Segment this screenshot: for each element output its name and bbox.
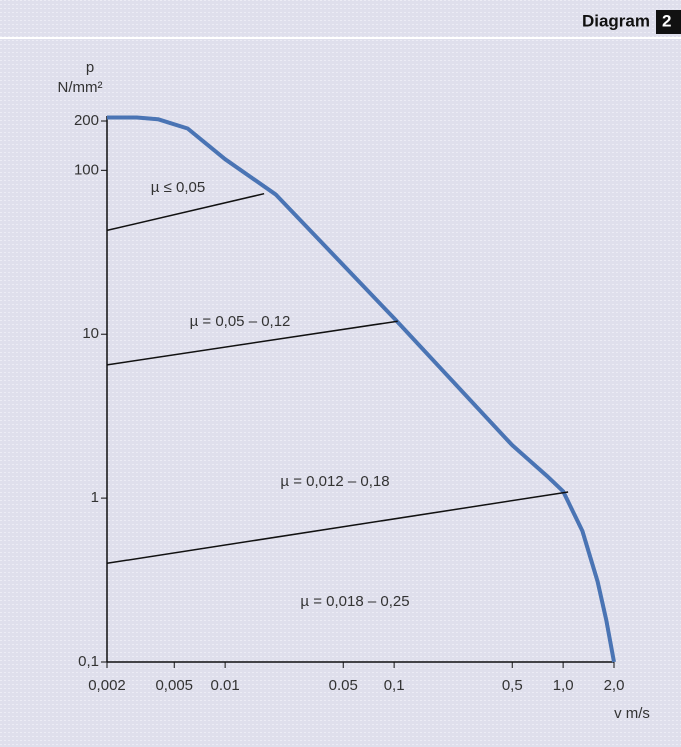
x-tick-label: 0,5 — [502, 677, 523, 694]
friction-line — [106, 192, 265, 232]
y-tick-label: 100 — [74, 161, 99, 178]
annotation: µ = 0,05 – 0,12 — [190, 313, 291, 330]
header-number: 2 — [662, 11, 671, 30]
annotation: µ = 0,012 – 0,18 — [280, 473, 389, 490]
friction-line — [106, 320, 398, 366]
y-tick-label: 0,1 — [78, 653, 99, 670]
header-badge — [656, 10, 681, 34]
x-tick-label: 1,0 — [553, 677, 574, 694]
x-tick-label: 0.01 — [211, 677, 240, 694]
friction-line — [106, 491, 569, 565]
annotation: µ = 0,018 – 0,25 — [300, 593, 409, 610]
y-tick-label: 10 — [82, 325, 99, 342]
annotation: µ ≤ 0,05 — [151, 179, 205, 196]
x-tick-label: 0,002 — [88, 677, 126, 694]
x-axis-label: v m/s — [614, 705, 650, 722]
limit-curve — [107, 115, 616, 663]
header-title: Diagram — [582, 11, 650, 30]
x-tick-label: 0,005 — [155, 677, 193, 694]
x-tick-label: 0,1 — [384, 677, 405, 694]
x-tick-label: 0.05 — [329, 677, 358, 694]
y-axis-unit: N/mm² — [58, 79, 103, 96]
y-tick-label: 1 — [91, 489, 99, 506]
x-tick-label: 2,0 — [604, 677, 625, 694]
y-tick-label: 200 — [74, 112, 99, 129]
y-axis-label: p — [86, 59, 94, 76]
